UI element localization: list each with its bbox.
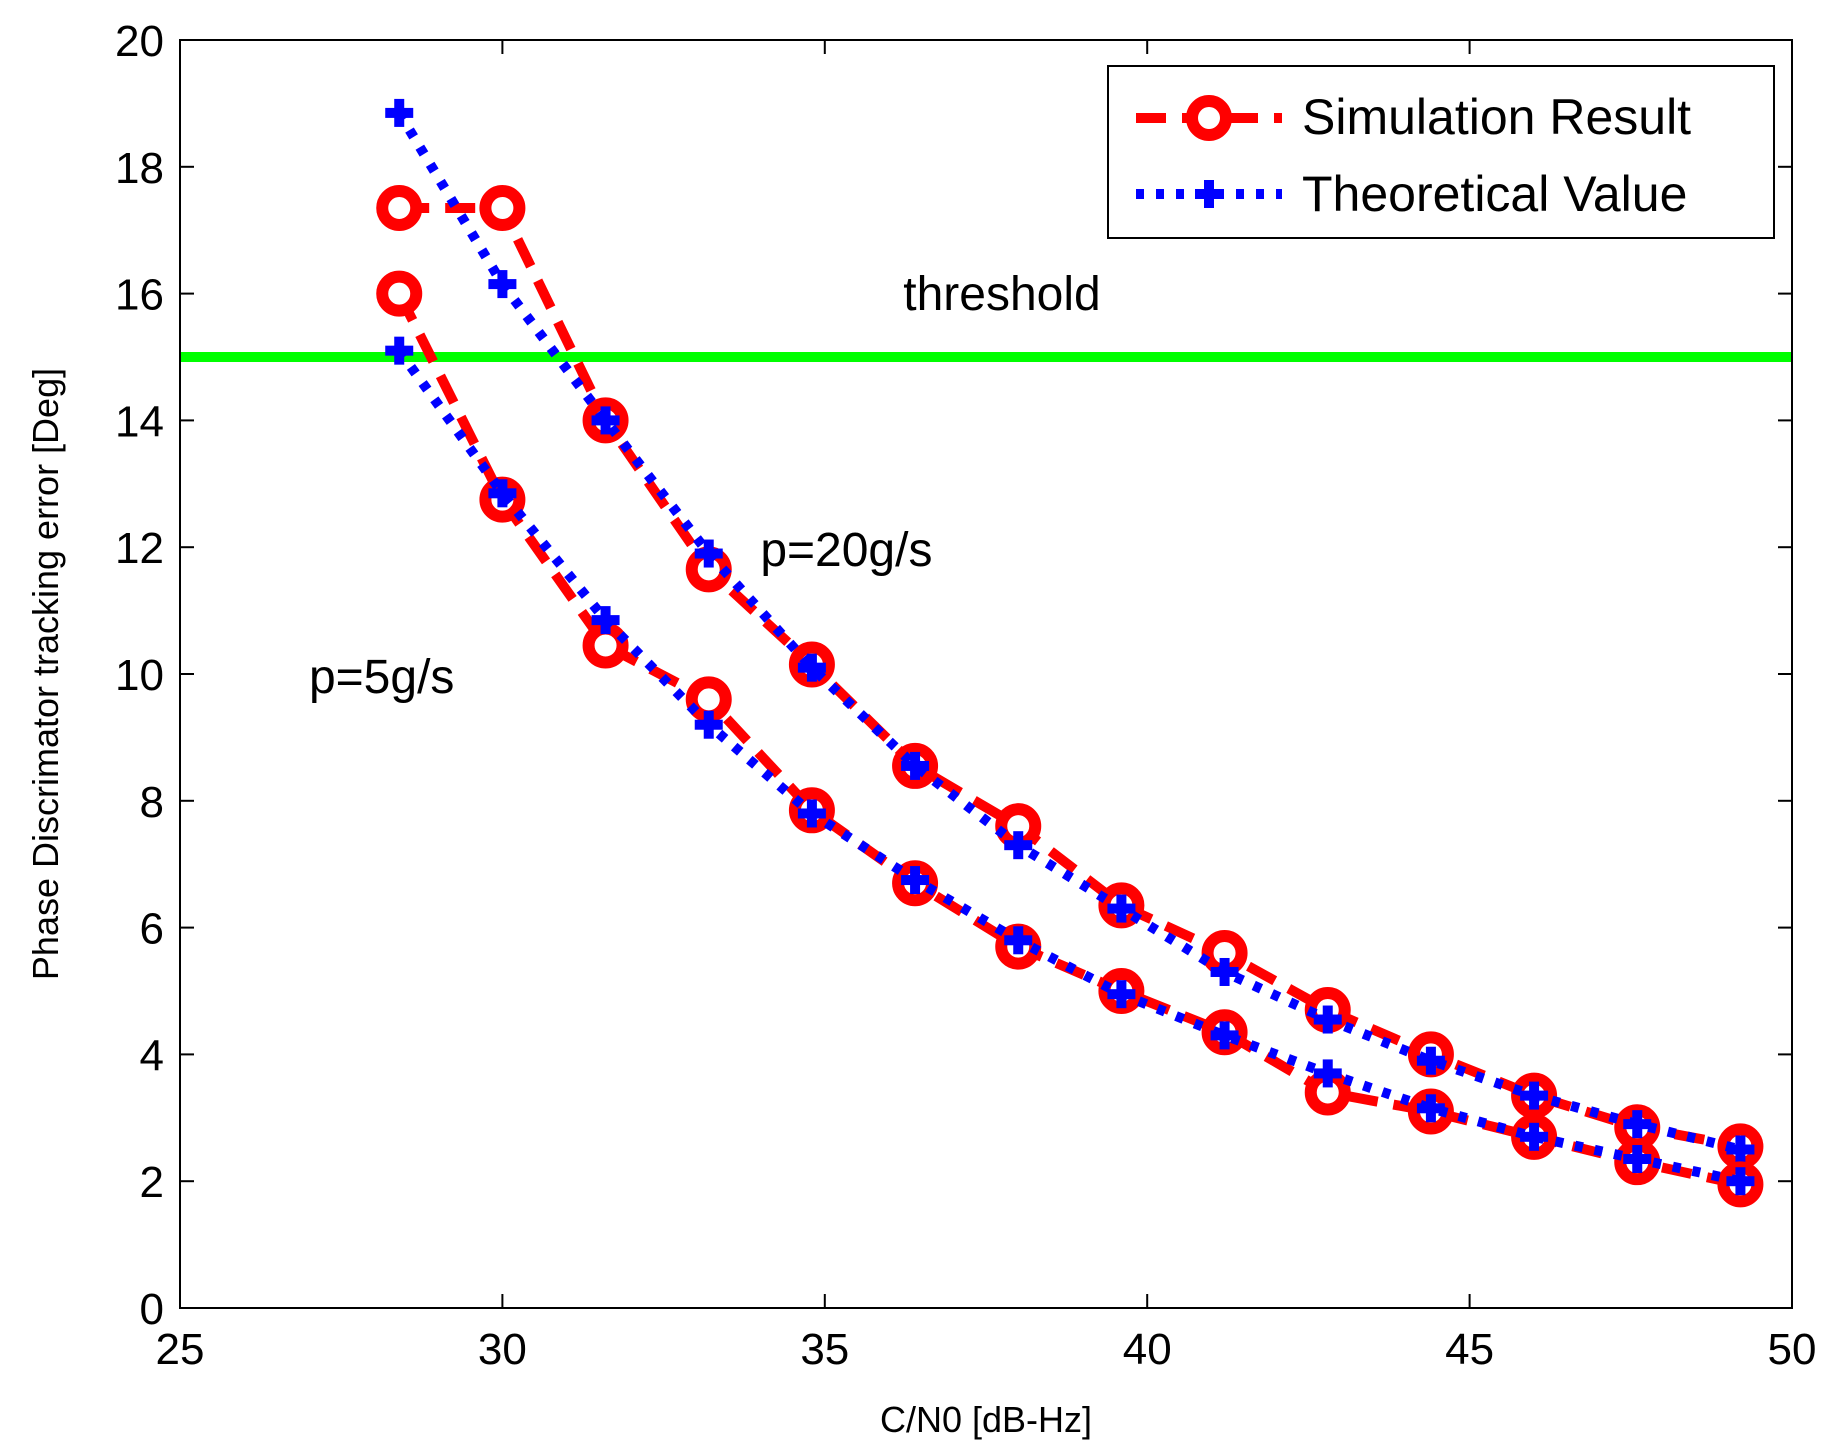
- data-point: [694, 710, 723, 739]
- plus-marker-vbar: [1322, 1005, 1333, 1034]
- legend-label-theoretical: Theoretical Value: [1302, 166, 1687, 222]
- y-tick-label: 20: [115, 17, 164, 66]
- plus-marker-vbar: [1529, 1081, 1540, 1110]
- legend-marker-simulation: [1186, 95, 1232, 141]
- data-point: [1107, 980, 1136, 1009]
- plus-marker-vbar: [394, 336, 405, 365]
- plus-marker-vbar: [600, 606, 611, 635]
- annotation-p20: p=20g/s: [760, 524, 932, 577]
- series-layer: [376, 98, 1764, 1208]
- plus-marker-vbar: [1529, 1122, 1540, 1151]
- tick-layer: 25 30 35 40 45 50 0 2 4 6 8 10 12 14 16 18 20: [115, 17, 1816, 1374]
- plus-marker-vbar: [806, 653, 817, 682]
- y-tick-label: 4: [140, 1031, 164, 1080]
- legend-box: [1107, 65, 1775, 239]
- data-point: [488, 270, 517, 299]
- data-point: [1210, 957, 1239, 986]
- data-point: [1313, 1005, 1342, 1034]
- plus-marker-vbar: [1204, 180, 1214, 208]
- y-tick-label: 14: [115, 397, 164, 446]
- plus-marker-vbar: [910, 866, 921, 895]
- data-point: [1726, 1135, 1755, 1164]
- plus-marker-vbar: [1219, 957, 1230, 986]
- plus-marker-vbar: [1013, 831, 1024, 860]
- data-point: [901, 866, 930, 895]
- plus-marker-vbar: [1735, 1167, 1746, 1196]
- plus-marker-vbar: [1013, 926, 1024, 955]
- y-tick-label: 18: [115, 144, 164, 193]
- data-point: [385, 98, 414, 127]
- threshold-label: threshold: [903, 268, 1100, 321]
- x-tick-label: 25: [156, 1325, 205, 1374]
- plus-marker-vbar: [1425, 1094, 1436, 1123]
- plus-marker-vbar: [1322, 1059, 1333, 1088]
- data-point: [1107, 894, 1136, 923]
- data-point: [694, 539, 723, 568]
- data-point: [385, 336, 414, 365]
- y-axis-label: Phase Discrimator tracking error [Deg]: [25, 368, 66, 980]
- x-tick-label: 35: [800, 1325, 849, 1374]
- plus-marker-vbar: [394, 98, 405, 127]
- data-point: [1623, 1110, 1652, 1139]
- data-point: [1210, 1021, 1239, 1050]
- plus-marker-vbar: [600, 406, 611, 435]
- data-point: [488, 479, 517, 508]
- y-tick-label: 8: [140, 778, 164, 827]
- data-point: [1623, 1145, 1652, 1174]
- legend-label-simulation: Simulation Result: [1302, 89, 1691, 145]
- data-point: [1004, 831, 1033, 860]
- x-tick-label: 50: [1768, 1325, 1817, 1374]
- y-tick-label: 10: [115, 651, 164, 700]
- plus-marker-vbar: [1632, 1110, 1643, 1139]
- y-tick-label: 16: [115, 271, 164, 320]
- data-point: [1313, 1059, 1342, 1088]
- x-axis-label: C/N0 [dB-Hz]: [880, 1399, 1092, 1440]
- data-point: [479, 185, 526, 232]
- data-point: [1416, 1094, 1445, 1123]
- data-point: [1520, 1081, 1549, 1110]
- x-tick-label: 45: [1445, 1325, 1494, 1374]
- plus-marker-vbar: [1116, 894, 1127, 923]
- legend-marker-theoretical: [1195, 180, 1223, 208]
- data-point: [797, 799, 826, 828]
- y-tick-label: 2: [140, 1158, 164, 1207]
- data-point: [1416, 1046, 1445, 1075]
- x-tick-label: 30: [478, 1325, 527, 1374]
- plus-marker-vbar: [1219, 1021, 1230, 1050]
- series-line: [395, 347, 1742, 1187]
- data-point: [1520, 1122, 1549, 1151]
- plus-marker-vbar: [910, 751, 921, 780]
- annotation-p5: p=5g/s: [309, 651, 454, 704]
- series-4: [385, 336, 1755, 1196]
- data-point: [797, 653, 826, 682]
- data-point: [901, 751, 930, 780]
- plus-marker-vbar: [1425, 1046, 1436, 1075]
- series-2: [385, 98, 1755, 1164]
- y-tick-label: 0: [140, 1285, 164, 1334]
- plus-marker-vbar: [497, 479, 508, 508]
- plus-marker-vbar: [1116, 980, 1127, 1009]
- series-line: [394, 110, 1742, 1155]
- legend: Simulation Result Theoretical Value: [1107, 65, 1775, 239]
- data-point: [1004, 926, 1033, 955]
- x-tick-label: 40: [1123, 1325, 1172, 1374]
- plus-marker-vbar: [497, 270, 508, 299]
- plus-marker-vbar: [806, 799, 817, 828]
- plus-marker-vbar: [1735, 1135, 1746, 1164]
- y-tick-label: 12: [115, 524, 164, 573]
- data-point: [591, 606, 620, 635]
- data-point: [1726, 1167, 1755, 1196]
- y-tick-label: 6: [140, 905, 164, 954]
- data-point: [376, 185, 423, 232]
- data-point: [376, 270, 423, 317]
- plus-marker-vbar: [1632, 1145, 1643, 1174]
- plus-marker-vbar: [703, 539, 714, 568]
- plus-marker-vbar: [703, 710, 714, 739]
- data-point: [591, 406, 620, 435]
